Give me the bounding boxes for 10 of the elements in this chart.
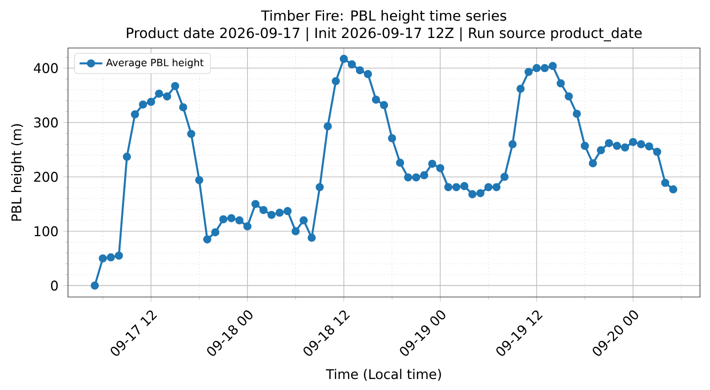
- y-tick-label: 0: [51, 280, 58, 291]
- y-tick-label: 400: [34, 63, 58, 74]
- x-axis-title: Time (Local time): [326, 368, 441, 381]
- chart-title: Timber Fire: PBL height time series: [261, 10, 506, 24]
- y-tick-label: 200: [34, 172, 58, 182]
- y-tick-label: 300: [34, 117, 58, 128]
- chart-subtitle: Product date 2026-09-17 | Init 2026-09-17 12Z | Run source product_date: [126, 27, 642, 42]
- y-tick-label: 100: [34, 226, 58, 236]
- legend-label: Average PBL height: [106, 58, 204, 68]
- y-axis-title: PBL height (m): [11, 124, 24, 221]
